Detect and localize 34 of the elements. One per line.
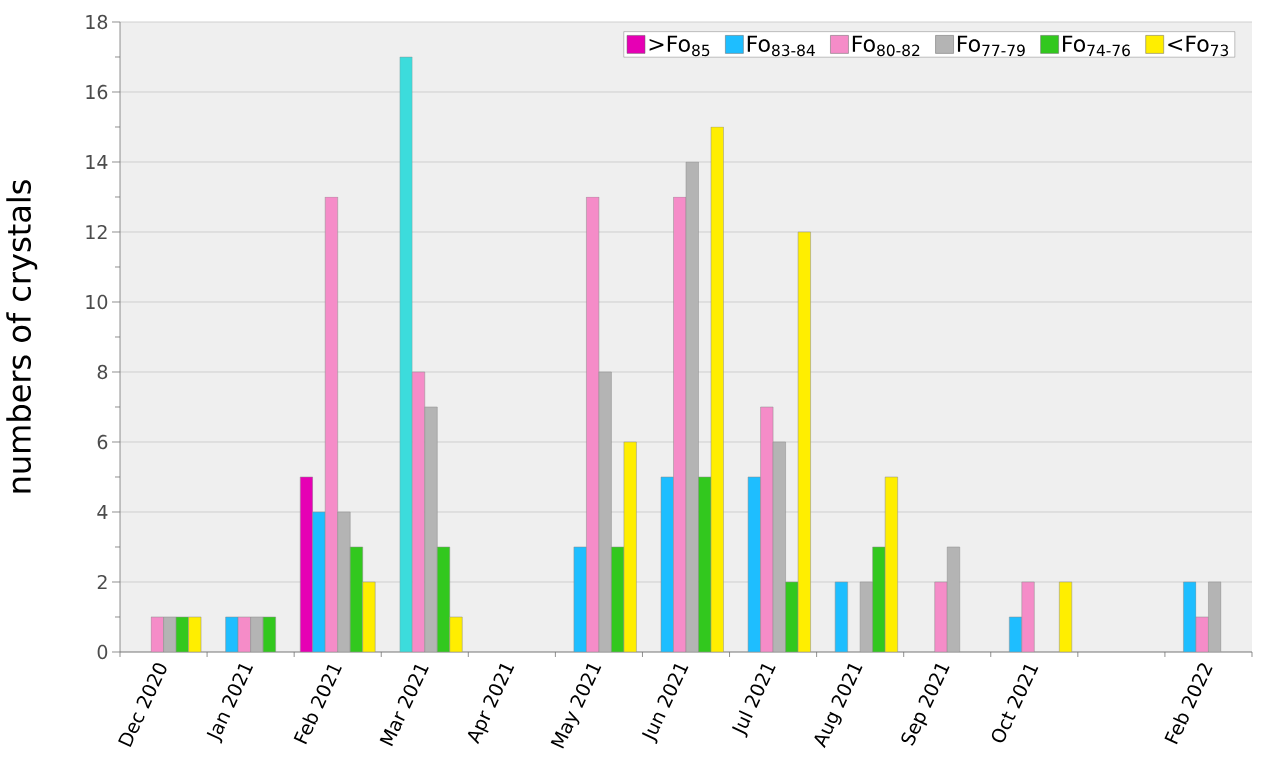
x-tick-label: Aug 2021 [814, 663, 863, 749]
x-tick-label: Dec 2020 [118, 663, 167, 748]
x-tick-label: Feb 2021 [293, 664, 342, 745]
bar [362, 581, 376, 652]
bar [449, 616, 463, 652]
y-tick-label: 8 [97, 364, 108, 380]
x-tick-label: Jun 2021 [641, 663, 689, 745]
legend-label: Fo$_{77-79}$ [957, 35, 1025, 57]
y-tick-label: 14 [86, 155, 108, 169]
y-tick-label: 16 [86, 84, 108, 100]
bar [312, 511, 326, 652]
legend-label: >Fo$_{85}$ [649, 35, 710, 57]
x-tick-label: Sep 2021 [901, 663, 950, 746]
x-tick-label: Feb 2022 [1164, 663, 1213, 745]
y-tick-label: 18 [86, 14, 108, 30]
y-tick-label: 10 [86, 294, 108, 310]
bar [1021, 581, 1035, 652]
legend-label: Fo$_{80-82}$ [852, 35, 920, 57]
x-tick-label: Oct 2021 [991, 664, 1039, 743]
x-tick-label: Mar 2021 [379, 664, 429, 747]
y-tick-label: 4 [97, 505, 108, 519]
y-tick-label: 12 [86, 224, 107, 240]
y-axis-title: numbers of crystals [6, 180, 38, 493]
x-tick-label: May 2021 [550, 663, 602, 749]
y-tick-label: 0 [97, 644, 108, 660]
bar [934, 581, 948, 652]
x-tick-label: Jul 2021 [731, 663, 776, 738]
legend-label: Fo$_{83-84}$ [747, 35, 815, 57]
legend-label: <Fo$_{73}$ [1168, 35, 1229, 57]
y-tick-label: 6 [97, 434, 108, 450]
y-tick-label: 2 [97, 574, 107, 590]
x-tick-label: Jan 2021 [206, 663, 254, 744]
x-tick-label: Apr 2021 [467, 663, 515, 745]
legend-label: Fo$_{74-76}$ [1063, 35, 1130, 57]
